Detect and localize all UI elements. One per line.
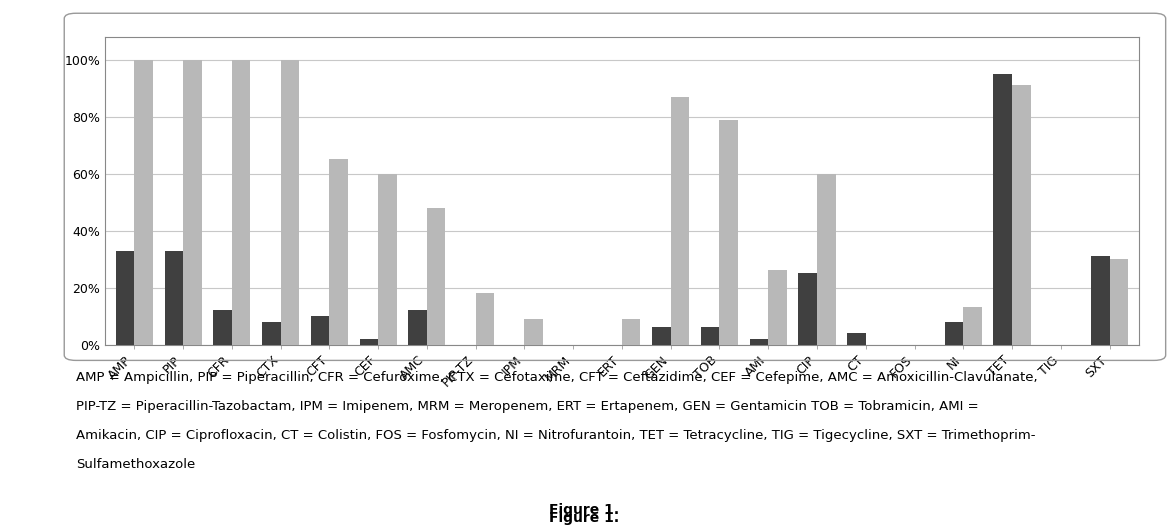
- Bar: [750, 339, 769, 344]
- Bar: [994, 74, 1011, 344]
- Bar: [378, 174, 397, 344]
- Bar: [311, 316, 329, 344]
- Bar: [360, 339, 378, 344]
- Bar: [262, 322, 280, 344]
- Text: Sulfamethoxazole: Sulfamethoxazole: [76, 458, 195, 472]
- Bar: [1011, 85, 1030, 344]
- Bar: [1110, 259, 1128, 344]
- Bar: [427, 208, 445, 344]
- Bar: [799, 273, 816, 344]
- Text: Figure 1. Percentage resistance of non-ESBL-producing and ESBL-producing Escheri: Figure 1. Percentage resistance of non-E…: [168, 511, 1000, 525]
- Bar: [232, 60, 250, 344]
- Bar: [816, 174, 835, 344]
- Text: Figure 1.: Figure 1.: [549, 503, 619, 517]
- Bar: [945, 322, 964, 344]
- Bar: [214, 311, 232, 344]
- Bar: [769, 270, 787, 344]
- Bar: [409, 311, 427, 344]
- Bar: [329, 160, 348, 344]
- Text: AMP = Ampicillin, PIP = Piperacillin, CFR = Cefuroxime, CTX = Cefotaxime, CFT = : AMP = Ampicillin, PIP = Piperacillin, CF…: [76, 371, 1037, 384]
- Bar: [134, 60, 153, 344]
- Bar: [183, 60, 202, 344]
- Bar: [116, 251, 134, 344]
- Bar: [670, 97, 689, 344]
- Bar: [652, 328, 670, 345]
- Bar: [1091, 257, 1110, 344]
- Bar: [165, 251, 183, 344]
- Bar: [280, 60, 299, 344]
- Bar: [524, 319, 543, 344]
- Bar: [701, 328, 719, 345]
- Text: Figure 1.: Figure 1.: [549, 511, 619, 525]
- Text: PIP-TZ = Piperacillin-Tazobactam, IPM = Imipenem, MRM = Meropenem, ERT = Ertapen: PIP-TZ = Piperacillin-Tazobactam, IPM = …: [76, 400, 979, 413]
- Bar: [847, 333, 865, 344]
- Bar: [621, 319, 640, 344]
- Bar: [475, 293, 494, 344]
- Bar: [964, 307, 982, 344]
- Bar: [719, 120, 738, 344]
- Text: Amikacin, CIP = Ciprofloxacin, CT = Colistin, FOS = Fosfomycin, NI = Nitrofurant: Amikacin, CIP = Ciprofloxacin, CT = Coli…: [76, 429, 1035, 443]
